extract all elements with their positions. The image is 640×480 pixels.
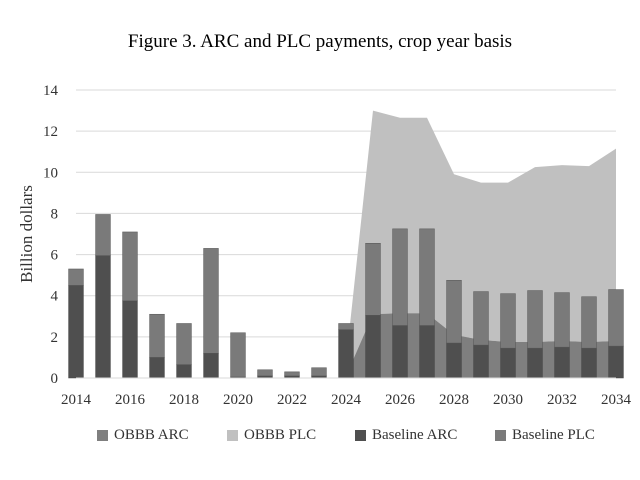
bar-baseline-arc — [500, 347, 516, 379]
bar-baseline-plc — [527, 290, 543, 349]
legend-item-obbb-plc: OBBB PLC — [227, 427, 316, 444]
legend-swatch-baseline-arc — [355, 430, 366, 441]
legend-item-baseline-arc: Baseline ARC — [355, 427, 457, 444]
bar-baseline-arc — [608, 345, 624, 379]
x-tick-label: 2018 — [169, 392, 199, 408]
bar-baseline-arc — [122, 300, 138, 379]
y-tick-label: 4 — [51, 289, 59, 305]
legend-item-obbb-arc: OBBB ARC — [97, 427, 189, 444]
bar-baseline-arc — [149, 357, 165, 379]
y-tick-label: 6 — [51, 248, 59, 264]
y-tick-label: 14 — [43, 83, 59, 99]
x-tick-label: 2028 — [439, 392, 469, 408]
bar-baseline-plc — [257, 369, 273, 377]
legend: OBBB ARC OBBB PLC Baseline ARC Baseline … — [0, 427, 640, 449]
bar-baseline-arc — [338, 329, 354, 379]
bar-baseline-plc — [365, 243, 381, 316]
bar-baseline-plc — [149, 313, 165, 358]
bar-baseline-arc — [473, 344, 489, 379]
bar-baseline-plc — [338, 323, 354, 330]
legend-swatch-baseline-plc — [495, 430, 506, 441]
bar-baseline-arc — [527, 347, 543, 379]
legend-label-obbb-arc: OBBB ARC — [114, 427, 189, 443]
bar-baseline-arc — [68, 285, 84, 379]
bar-baseline-arc — [203, 353, 219, 379]
chart-title: Figure 3. ARC and PLC payments, crop yea… — [127, 31, 513, 52]
bar-baseline-plc — [68, 268, 84, 286]
x-tick-label: 2024 — [331, 392, 362, 408]
bar-baseline-plc — [581, 296, 597, 349]
x-tick-label: 2030 — [493, 392, 523, 408]
legend-label-baseline-plc: Baseline PLC — [512, 427, 595, 443]
bar-baseline-plc — [122, 231, 138, 302]
x-tick-label: 2022 — [277, 392, 307, 408]
y-tick-label: 10 — [43, 165, 58, 181]
y-tick-label: 2 — [51, 330, 59, 346]
x-tick-label: 2020 — [223, 392, 253, 408]
bar-baseline-plc — [500, 293, 516, 349]
bar-baseline-plc — [95, 214, 111, 256]
y-tick-label: 12 — [43, 124, 58, 140]
bar-baseline-plc — [392, 228, 408, 326]
bar-baseline-plc — [608, 289, 624, 347]
bar-baseline-arc — [176, 364, 192, 379]
y-tick-label: 8 — [51, 206, 59, 222]
legend-label-baseline-arc: Baseline ARC — [372, 427, 458, 443]
bar-baseline-plc — [419, 228, 435, 326]
bar-baseline-arc — [554, 346, 570, 379]
bar-baseline-plc — [554, 292, 570, 348]
y-axis-label: Billion dollars — [17, 185, 36, 283]
bar-baseline-plc — [284, 371, 300, 377]
bar-baseline-plc — [176, 323, 192, 365]
legend-swatch-obbb-arc — [97, 430, 108, 441]
bar-baseline-plc — [446, 280, 462, 344]
bar-baseline-plc — [311, 367, 327, 377]
y-tick-label: 0 — [51, 371, 59, 387]
bar-baseline-plc — [203, 248, 219, 354]
x-tick-label: 2016 — [115, 392, 146, 408]
x-tick-label: 2032 — [547, 392, 577, 408]
bar-baseline-arc — [581, 347, 597, 379]
bar-baseline-arc — [419, 325, 435, 379]
bar-baseline-arc — [95, 255, 111, 379]
legend-label-obbb-plc: OBBB PLC — [244, 427, 317, 443]
area-obbb-plc — [346, 110, 616, 376]
legend-swatch-obbb-plc — [227, 430, 238, 441]
bar-baseline-plc — [230, 332, 246, 378]
x-tick-label: 2026 — [385, 392, 416, 408]
bar-baseline-arc — [392, 325, 408, 379]
bar-layer — [68, 214, 624, 379]
bar-baseline-arc — [365, 315, 381, 379]
axes: 0 2 4 6 8 10 12 14 2014 2016 2018 2020 2022 2024 2026 2… — [43, 83, 632, 408]
x-tick-label: 2034 — [601, 392, 632, 408]
bar-baseline-arc — [446, 342, 462, 379]
legend-item-baseline-plc: Baseline PLC — [495, 427, 595, 444]
bar-baseline-plc — [473, 291, 489, 346]
x-tick-label: 2014 — [61, 392, 92, 408]
